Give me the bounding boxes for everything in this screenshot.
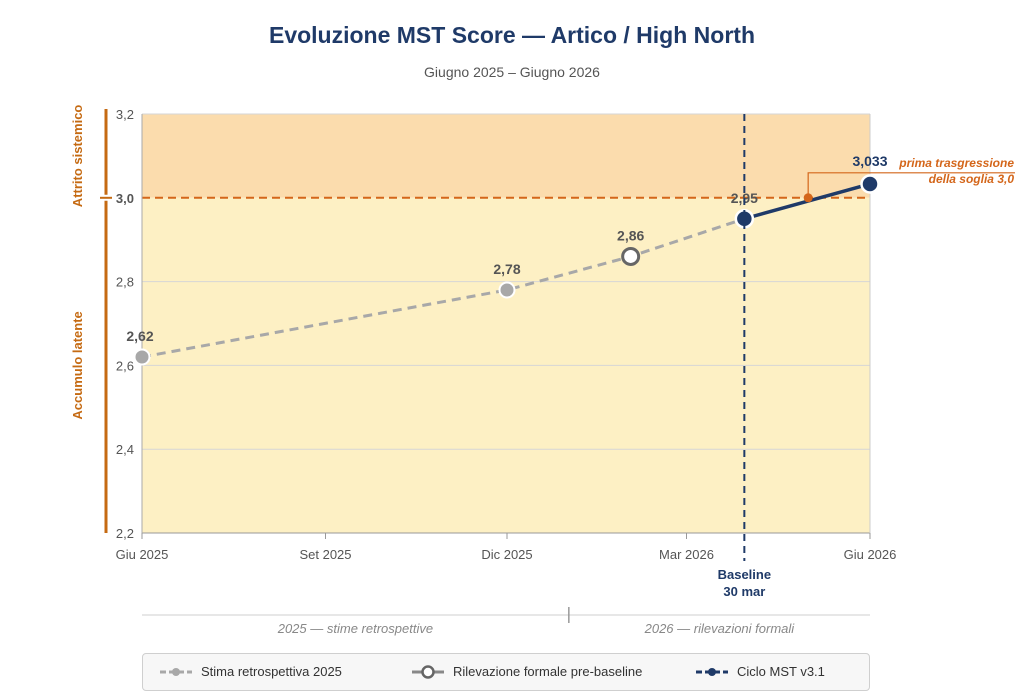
legend-mst-label: Ciclo MST v3.1 (737, 664, 825, 679)
zone-label-upper: Attrito sistemico (70, 105, 85, 208)
legend-retro-label: Stima retrospettiva 2025 (201, 664, 342, 679)
period-label-left: 2025 — stime retrospettive (277, 621, 433, 636)
x-tick-label: Mar 2026 (659, 547, 714, 562)
zone-labels: Attrito sistemico Accumulo latente (70, 105, 112, 533)
formal-point (621, 246, 641, 266)
x-tick-label: Giu 2026 (844, 547, 897, 562)
legend-item-mst: Ciclo MST v3.1 (695, 664, 825, 679)
period-labels: 2025 — stime retrospettive 2026 — rilevaz… (142, 607, 870, 636)
legend-retro-icon (160, 667, 192, 676)
annotations-layer: Baseline 30 mar prima trasgressione della s… (718, 114, 1015, 599)
legend-formal-icon (412, 664, 444, 679)
upper-zone (142, 114, 870, 198)
crossing-leader (807, 172, 1015, 198)
x-tick-label: Giu 2025 (116, 547, 169, 562)
period-label-right: 2026 — rilevazioni formali (644, 621, 796, 636)
data-label: 2,86 (617, 227, 644, 243)
zone-backgrounds (142, 114, 870, 534)
legend-item-formal: Rilevazione formale pre-baseline (411, 664, 642, 679)
crossing-annotation-line1: prima trasgressione (898, 156, 1014, 170)
y-tick-label: 3,2 (116, 107, 134, 122)
chart-svg: 2,2 2,4 2,6 2,8 3,0 3,2 Giu 2025 Set 2025 Dic 20… (70, 105, 1015, 636)
legend-mst-icon (696, 667, 728, 676)
x-tick-label: Dic 2025 (481, 547, 532, 562)
chart-title: Evoluzione MST Score — Artico / High Nor… (268, 22, 755, 48)
y-tick-label: 2,8 (116, 275, 134, 290)
legend: Stima retrospettiva 2025 Rilevazione for… (142, 653, 870, 691)
data-label-mst: 3,033 (852, 153, 887, 169)
chart-subtitle: Giugno 2025 – Giugno 2026 (424, 64, 600, 80)
baseline-date-label: 30 mar (723, 584, 765, 599)
baseline-label: Baseline (718, 567, 771, 582)
y-tick-label: 2,2 (116, 526, 134, 541)
zone-label-lower: Accumulo latente (70, 311, 85, 419)
legend-formal-label: Rilevazione formale pre-baseline (453, 664, 643, 679)
x-tick-label: Set 2025 (299, 547, 351, 562)
legend-item-retro: Stima retrospettiva 2025 (159, 664, 342, 679)
retro-point (498, 281, 516, 299)
y-tick-label: 2,6 (116, 358, 134, 373)
y-tick-label: 2,4 (116, 442, 134, 457)
retro-point (133, 348, 151, 366)
data-label: 2,95 (731, 190, 758, 206)
data-label: 2,62 (126, 328, 153, 344)
retro-series-line (141, 217, 745, 359)
threshold-tick-label: 3,0 (116, 191, 134, 206)
data-label: 2,78 (493, 261, 520, 277)
mst-point (860, 174, 880, 194)
crossing-annotation-line2: della soglia 3,0 (929, 172, 1015, 186)
